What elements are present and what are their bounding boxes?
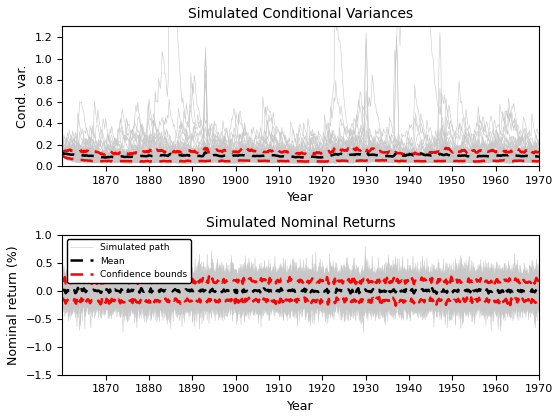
- X-axis label: Year: Year: [287, 192, 314, 205]
- Y-axis label: Cond. var.: Cond. var.: [16, 65, 29, 128]
- Title: Simulated Conditional Variances: Simulated Conditional Variances: [188, 7, 413, 21]
- Legend: Simulated path, Mean, Confidence bounds: Simulated path, Mean, Confidence bounds: [67, 239, 191, 283]
- Title: Simulated Nominal Returns: Simulated Nominal Returns: [206, 215, 395, 230]
- X-axis label: Year: Year: [287, 400, 314, 413]
- Y-axis label: Nominal return (%): Nominal return (%): [7, 245, 20, 365]
